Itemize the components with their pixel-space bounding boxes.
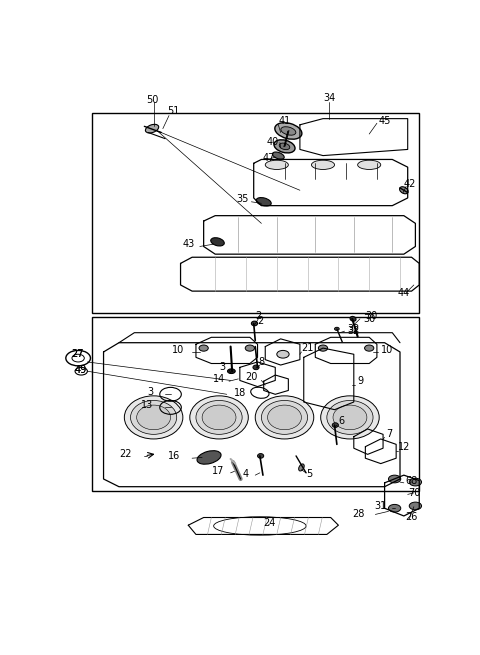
Ellipse shape [262,400,308,434]
Ellipse shape [211,238,224,246]
Ellipse shape [197,451,221,464]
Ellipse shape [202,405,236,430]
Ellipse shape [365,345,374,351]
Text: 30: 30 [365,310,378,321]
Ellipse shape [245,345,254,351]
Text: 47: 47 [263,153,276,163]
Text: 49: 49 [75,365,87,375]
Text: 50: 50 [146,95,158,105]
Text: 5: 5 [306,468,312,479]
Text: 7: 7 [386,429,392,440]
Text: 18: 18 [234,388,246,398]
Ellipse shape [256,198,271,206]
Text: 51: 51 [168,106,180,116]
Text: 40: 40 [267,137,279,147]
Text: 13: 13 [141,400,154,410]
Text: 43: 43 [183,239,195,249]
Ellipse shape [335,328,339,330]
Text: 70: 70 [408,488,420,498]
Ellipse shape [312,160,335,170]
Text: 34: 34 [323,93,335,103]
Text: 49: 49 [75,365,87,375]
Text: 28: 28 [352,509,365,519]
Text: 3: 3 [219,362,225,372]
Ellipse shape [399,187,408,194]
Ellipse shape [265,160,288,170]
Bar [92,317,419,491]
Text: 27: 27 [71,349,84,359]
Ellipse shape [388,504,401,512]
Ellipse shape [409,502,421,510]
Text: 31: 31 [374,501,386,511]
Text: 32: 32 [348,326,360,336]
Text: 4: 4 [243,468,249,479]
Text: 35: 35 [236,195,248,204]
Text: 3: 3 [147,387,154,397]
Ellipse shape [321,396,379,439]
Ellipse shape [253,365,259,369]
Ellipse shape [199,345,208,351]
Ellipse shape [299,464,304,471]
Text: 8: 8 [258,357,264,367]
Text: 24: 24 [263,518,276,528]
Text: 45: 45 [378,116,391,126]
Text: 9: 9 [357,376,363,386]
Ellipse shape [124,396,183,439]
Ellipse shape [333,405,367,430]
Text: 16: 16 [168,451,180,461]
Text: 2: 2 [255,310,262,321]
Text: 32: 32 [348,324,360,334]
Ellipse shape [275,122,302,140]
Text: 21: 21 [301,343,314,353]
Ellipse shape [409,478,421,486]
Text: 41: 41 [278,116,290,126]
Ellipse shape [350,316,356,321]
Text: 22: 22 [120,449,132,458]
Ellipse shape [279,143,290,149]
Text: 2: 2 [258,316,264,326]
Ellipse shape [137,405,170,430]
Text: 44: 44 [398,288,410,297]
Text: 6: 6 [338,416,345,426]
Ellipse shape [252,321,258,326]
Ellipse shape [196,400,242,434]
Ellipse shape [190,396,248,439]
Text: 26: 26 [406,512,418,523]
Ellipse shape [255,396,314,439]
Ellipse shape [273,152,284,159]
Text: 42: 42 [404,179,416,189]
Text: 12: 12 [398,441,410,452]
Text: 30: 30 [364,314,376,324]
Text: 20: 20 [245,372,258,383]
Text: 10: 10 [381,345,393,354]
Ellipse shape [131,400,177,434]
Ellipse shape [332,422,338,428]
Ellipse shape [145,124,159,133]
Ellipse shape [267,405,301,430]
Ellipse shape [274,140,295,153]
Ellipse shape [358,160,381,170]
Ellipse shape [277,350,289,358]
Ellipse shape [388,475,401,483]
Text: 10: 10 [172,345,184,354]
Ellipse shape [327,400,373,434]
Text: 68: 68 [406,476,418,485]
Text: 17: 17 [212,466,225,476]
Ellipse shape [228,369,235,373]
Text: 27: 27 [71,349,84,359]
Ellipse shape [258,454,264,458]
Ellipse shape [281,126,296,135]
Text: 14: 14 [213,374,225,384]
Bar [92,113,419,314]
Ellipse shape [318,345,328,351]
